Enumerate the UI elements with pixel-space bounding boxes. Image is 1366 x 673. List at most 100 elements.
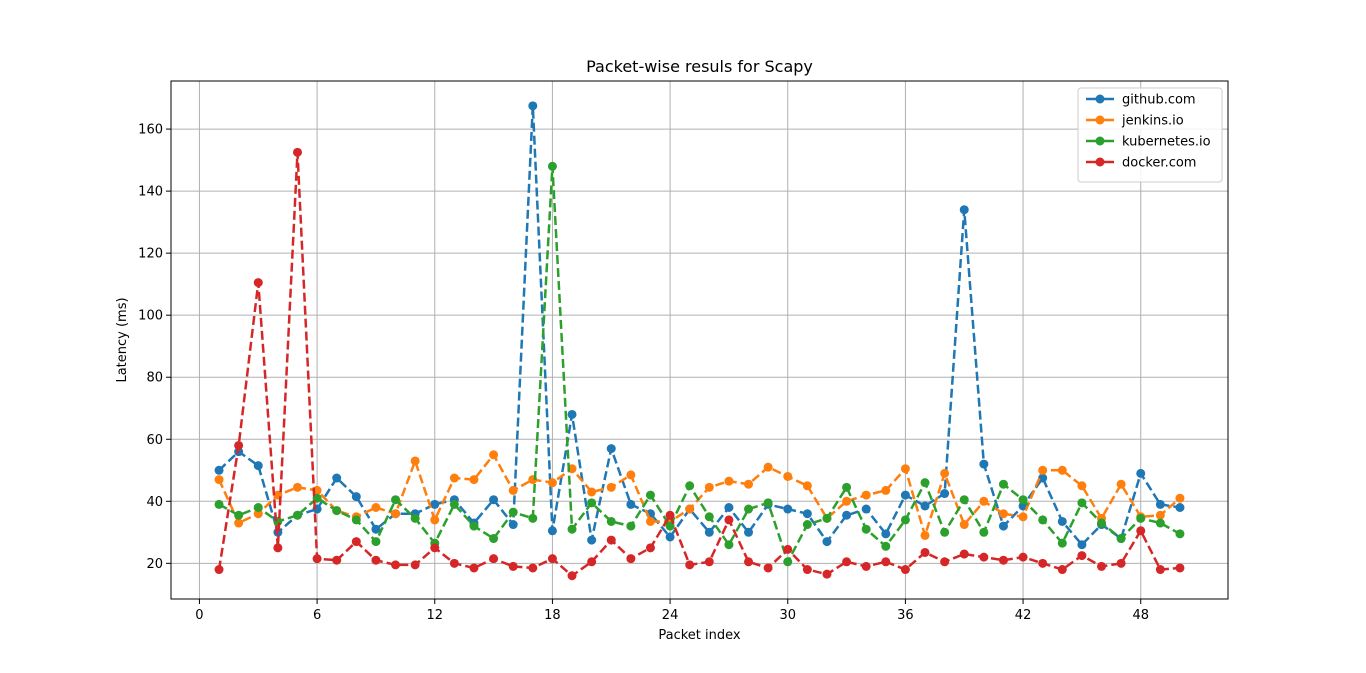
- data-point: [959, 520, 969, 530]
- data-point: [1038, 515, 1048, 525]
- y-tick-label: 100: [138, 309, 163, 324]
- series-jenkins-io: [214, 450, 1185, 540]
- data-point: [1018, 552, 1028, 562]
- data-point: [391, 495, 401, 505]
- data-point: [998, 479, 1008, 489]
- data-point: [1057, 538, 1067, 548]
- series-layer: [214, 101, 1185, 581]
- data-point: [802, 565, 812, 575]
- x-tick-label: 48: [1132, 608, 1149, 623]
- data-point: [665, 510, 675, 520]
- data-point: [724, 540, 734, 550]
- data-point: [528, 513, 538, 523]
- data-point: [351, 492, 361, 502]
- data-point: [940, 489, 950, 499]
- data-point: [214, 565, 224, 575]
- data-point: [744, 527, 754, 537]
- data-point: [940, 557, 950, 567]
- plot-frame: [170, 80, 1229, 600]
- data-point: [567, 571, 577, 581]
- y-tick-label: 140: [138, 185, 163, 200]
- data-point: [842, 496, 852, 506]
- data-point: [881, 557, 891, 567]
- data-point: [998, 521, 1008, 531]
- data-point: [1077, 551, 1087, 561]
- data-point: [489, 495, 499, 505]
- data-point: [1077, 498, 1087, 508]
- data-point: [430, 499, 440, 509]
- data-point: [822, 513, 832, 523]
- y-tick-label: 40: [146, 495, 163, 510]
- data-point: [606, 516, 616, 526]
- data-point: [547, 478, 557, 488]
- data-point: [273, 543, 283, 553]
- data-point: [1057, 516, 1067, 526]
- data-point: [371, 502, 381, 512]
- data-point: [842, 557, 852, 567]
- data-point: [1097, 518, 1107, 528]
- data-point: [214, 499, 224, 509]
- data-point: [547, 526, 557, 536]
- data-point: [704, 557, 714, 567]
- data-point: [724, 502, 734, 512]
- data-point: [1155, 518, 1165, 528]
- data-point: [724, 515, 734, 525]
- data-point: [234, 510, 244, 520]
- legend-item: docker.com: [1086, 156, 1196, 171]
- data-point: [626, 521, 636, 531]
- data-point: [861, 524, 871, 534]
- data-point: [508, 507, 518, 517]
- data-point: [253, 502, 263, 512]
- data-point: [469, 563, 479, 573]
- data-point: [900, 565, 910, 575]
- data-point: [744, 557, 754, 567]
- x-tick-label: 0: [195, 608, 203, 623]
- data-point: [920, 547, 930, 557]
- data-point: [489, 450, 499, 460]
- legend: github.com jenkins.io kubernetes.io docker.…: [1077, 87, 1223, 183]
- legend-item: jenkins.io: [1086, 114, 1184, 129]
- data-point: [685, 560, 695, 570]
- data-point: [979, 552, 989, 562]
- legend-marker: [1095, 94, 1105, 104]
- data-point: [802, 481, 812, 491]
- legend-box: [1077, 87, 1223, 183]
- y-tick-label: 120: [138, 247, 163, 262]
- data-point: [998, 509, 1008, 519]
- data-point: [547, 161, 557, 171]
- data-point: [645, 543, 655, 553]
- x-tick-label: 30: [779, 608, 796, 623]
- data-point: [606, 535, 616, 545]
- data-point: [449, 558, 459, 568]
- y-tick-label: 80: [146, 371, 163, 386]
- data-point: [1116, 558, 1126, 568]
- data-point: [508, 485, 518, 495]
- data-point: [744, 504, 754, 514]
- data-point: [332, 473, 342, 483]
- data-point: [1038, 465, 1048, 475]
- tick-layer: 0 6 12 18 24 30 36 42 48 20 40 60 80 100 120 140 160: [138, 123, 1149, 623]
- data-point: [1155, 510, 1165, 520]
- data-point: [234, 518, 244, 528]
- data-point: [489, 534, 499, 544]
- data-point: [430, 515, 440, 525]
- data-point: [1175, 529, 1185, 539]
- data-point: [1018, 512, 1028, 522]
- data-point: [1038, 558, 1048, 568]
- data-point: [508, 561, 518, 571]
- data-point: [1077, 540, 1087, 550]
- legend-marker: [1095, 157, 1105, 167]
- data-point: [626, 470, 636, 480]
- data-point: [449, 499, 459, 509]
- data-point: [1155, 499, 1165, 509]
- data-point: [528, 563, 538, 573]
- data-point: [567, 409, 577, 419]
- data-point: [979, 459, 989, 469]
- data-point: [763, 462, 773, 472]
- series-kubernetes-io: [214, 161, 1185, 567]
- data-point: [763, 498, 773, 508]
- legend-marker: [1095, 136, 1105, 146]
- data-point: [861, 490, 871, 500]
- legend-label: kubernetes.io: [1122, 135, 1211, 150]
